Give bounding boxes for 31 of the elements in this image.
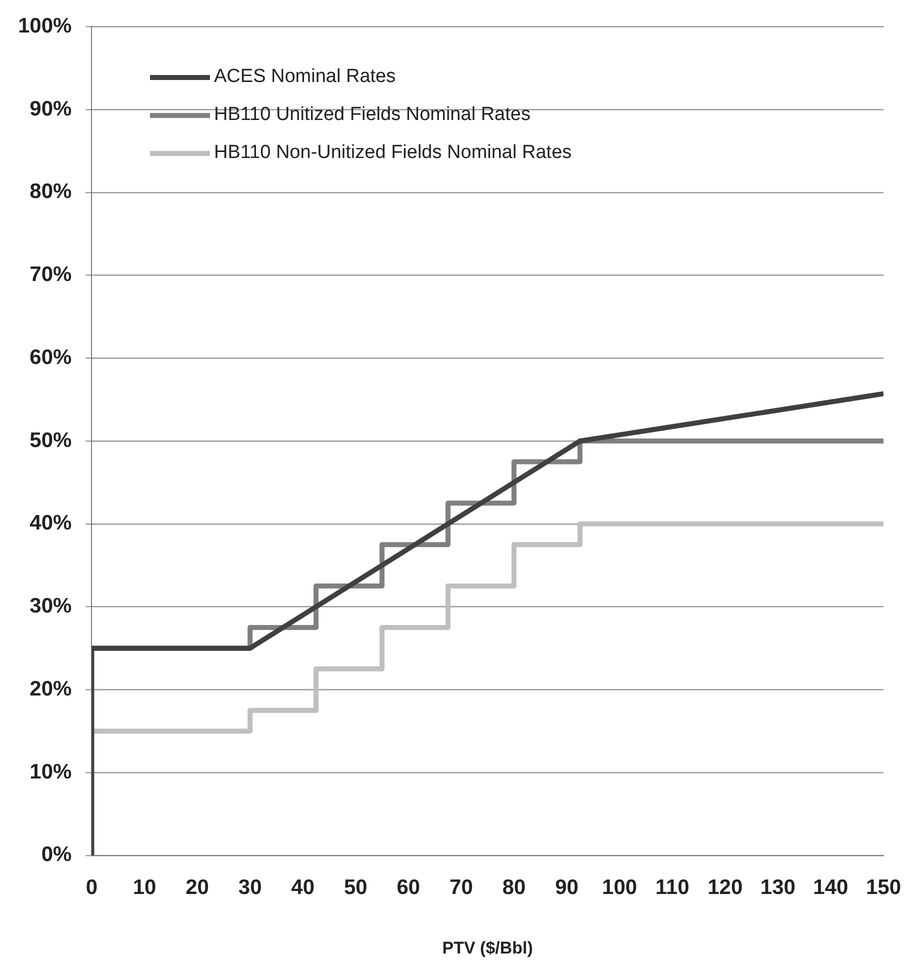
x-tick-label: 100 bbox=[602, 876, 638, 899]
x-tick-label: 120 bbox=[708, 876, 743, 899]
x-tick-label: 150 bbox=[866, 876, 902, 899]
y-tick-label: 20% bbox=[30, 677, 72, 700]
legend-label: HB110 Non-Unitized Fields Nominal Rates bbox=[214, 142, 572, 164]
y-tick-label: 80% bbox=[30, 180, 72, 204]
x-tick-label: 130 bbox=[760, 876, 796, 899]
x-tick-label: 80 bbox=[502, 876, 526, 899]
legend-label: ACES Nominal Rates bbox=[214, 66, 396, 88]
x-tick-label: 0 bbox=[86, 876, 98, 899]
y-tick-label: 40% bbox=[30, 512, 72, 535]
x-tick-label: 60 bbox=[396, 876, 420, 899]
x-tick-label: 70 bbox=[450, 876, 473, 899]
x-tick-label: 10 bbox=[132, 876, 156, 899]
y-tick-label: 60% bbox=[30, 346, 72, 369]
x-tick-label: 110 bbox=[655, 876, 690, 899]
x-tick-label: 90 bbox=[555, 876, 578, 899]
y-tick-label: 90% bbox=[30, 97, 72, 120]
y-tick-label: 10% bbox=[30, 760, 72, 784]
x-tick-label: 20 bbox=[186, 876, 209, 899]
x-tick-label: 40 bbox=[291, 876, 315, 899]
legend-label: HB110 Unitized Fields Nominal Rates bbox=[214, 104, 530, 126]
y-tick-label: 100% bbox=[18, 14, 72, 38]
y-tick-label: 0% bbox=[41, 843, 72, 866]
x-tick-label: 140 bbox=[813, 876, 848, 899]
y-tick-label: 30% bbox=[30, 594, 72, 618]
y-tick-label: 50% bbox=[30, 428, 72, 452]
y-tick-label: 70% bbox=[30, 263, 72, 286]
x-axis-title: PTV ($/Bbl) bbox=[442, 938, 533, 958]
x-tick-label: 30 bbox=[238, 876, 262, 899]
x-tick-label: 50 bbox=[344, 876, 368, 899]
